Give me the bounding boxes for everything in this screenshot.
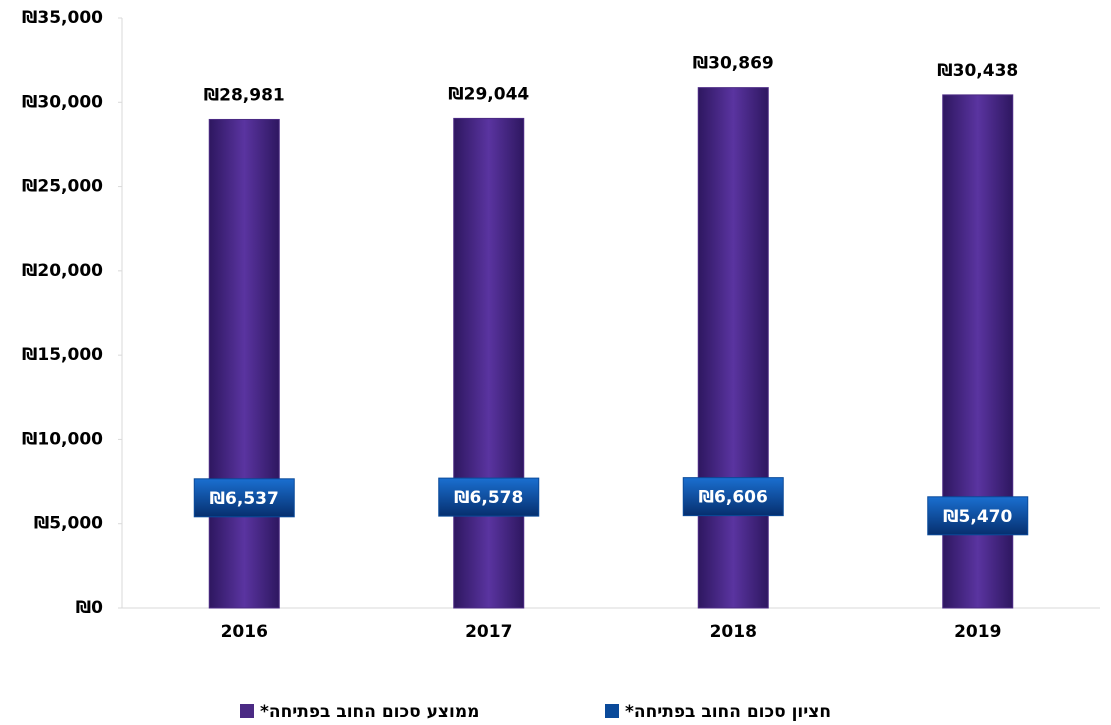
data-label: ₪28,981 xyxy=(204,85,285,105)
x-tick-label: 2018 xyxy=(710,622,757,642)
legend-label: ממוצע סכום החוב בפתיחה* xyxy=(260,702,479,722)
y-tick-label: ₪10,000 xyxy=(22,429,103,449)
median-marker xyxy=(438,477,540,517)
legend-swatch xyxy=(240,704,254,718)
x-tick-label: 2017 xyxy=(465,622,512,642)
median-marker xyxy=(682,477,784,517)
median-marker xyxy=(193,478,295,518)
data-label: ₪30,869 xyxy=(693,54,774,74)
data-label: ₪29,044 xyxy=(448,84,529,104)
data-label: ₪30,438 xyxy=(937,61,1018,81)
y-tick-label: ₪25,000 xyxy=(22,177,103,197)
legend-label: חציון סכום החוב בפתיחה* xyxy=(625,702,831,722)
data-label: ₪6,537 xyxy=(210,489,279,509)
y-tick-label: ₪5,000 xyxy=(34,514,103,534)
x-tick-label: 2019 xyxy=(954,622,1001,642)
bar xyxy=(453,117,525,609)
median-marker xyxy=(927,496,1029,536)
data-label: ₪5,470 xyxy=(943,507,1012,527)
y-tick-label: ₪35,000 xyxy=(22,8,103,28)
legend-swatch xyxy=(605,704,619,718)
data-label: ₪6,578 xyxy=(454,488,523,508)
data-label: ₪6,606 xyxy=(699,488,768,508)
y-tick-label: ₪30,000 xyxy=(22,92,103,112)
y-tick-label: ₪0 xyxy=(76,598,103,618)
y-tick-label: ₪20,000 xyxy=(22,261,103,281)
y-tick-label: ₪15,000 xyxy=(22,345,103,365)
x-tick-label: 2016 xyxy=(221,622,268,642)
bar xyxy=(697,87,769,609)
bar xyxy=(208,118,280,609)
